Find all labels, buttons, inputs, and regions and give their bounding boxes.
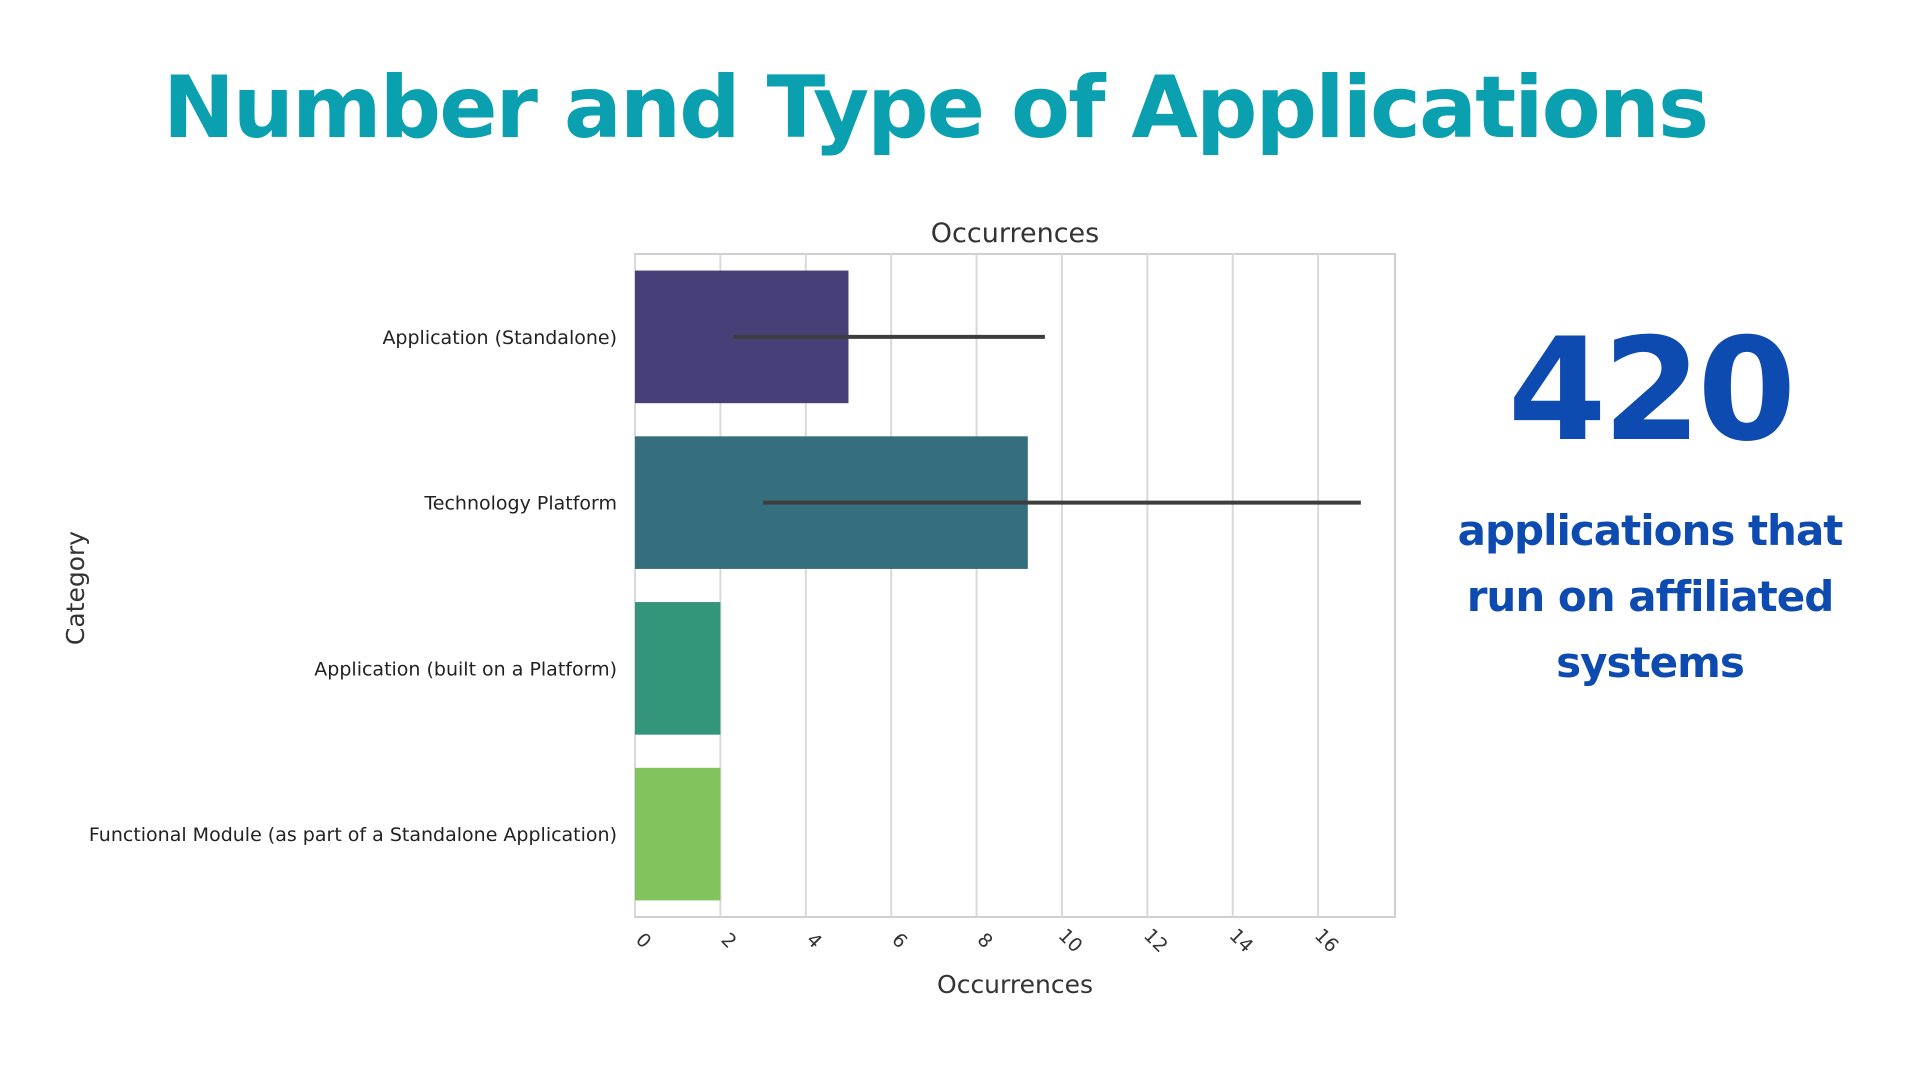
x-tick-label: 4 (802, 929, 826, 953)
category-label: Application (Standalone) (382, 327, 617, 349)
bar (635, 602, 721, 735)
page-title: Number and Type of Applications (162, 58, 1709, 158)
stat-number: 420 (1507, 308, 1796, 473)
x-tick-label: 12 (1139, 924, 1172, 957)
x-axis-label: Occurrences (937, 970, 1093, 999)
category-label: Functional Module (as part of a Standalo… (89, 824, 617, 846)
x-tick-label: 10 (1054, 924, 1087, 957)
x-tick-label: 0 (631, 929, 655, 953)
x-tick-labels: 0 2 4 6 8 10 12 14 16 (631, 924, 1343, 957)
error-bars (733, 334, 1361, 505)
x-tick-label: 8 (973, 929, 997, 953)
category-labels: Application (Standalone) Technology Platf… (89, 327, 617, 846)
chart-title: Occurrences (931, 218, 1099, 249)
x-tick-label: 16 (1310, 924, 1343, 957)
x-tick-label: 14 (1225, 924, 1258, 957)
category-label: Application (built on a Platform) (314, 658, 617, 680)
x-tick-label: 6 (887, 929, 911, 953)
category-label: Technology Platform (423, 493, 617, 515)
stat-callout: 420 applications that run on affiliated … (1420, 320, 1880, 696)
bar-chart: Occurrences Application (Standalone) Tech… (61, 218, 1396, 999)
stat-caption: applications that run on affiliated syst… (1457, 506, 1844, 687)
x-tick-label: 2 (717, 929, 741, 953)
bar (635, 767, 721, 901)
y-axis-label: Category (61, 531, 90, 645)
